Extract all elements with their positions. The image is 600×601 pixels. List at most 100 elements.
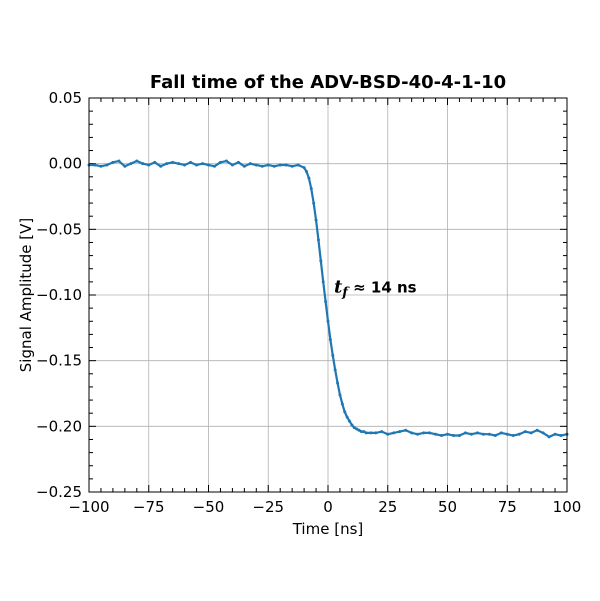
y-axis-label: Signal Amplitude [V] xyxy=(17,218,35,372)
data-point xyxy=(355,427,359,431)
data-point xyxy=(404,428,408,432)
data-point xyxy=(505,432,509,436)
data-point xyxy=(165,162,169,166)
data-point xyxy=(440,434,444,438)
data-point xyxy=(523,430,527,434)
data-point xyxy=(457,434,461,438)
data-point xyxy=(345,415,349,419)
data-point xyxy=(324,300,328,304)
x-tick-label: −100 xyxy=(68,498,109,516)
data-point xyxy=(302,166,306,170)
data-point xyxy=(278,163,282,167)
data-point xyxy=(493,434,497,438)
data-point xyxy=(304,170,308,174)
axis-tick-labels: −100 −75 −50 −25 0 25 50 75 100 0.05 0.00 −0.05 −0.1… xyxy=(36,89,581,516)
data-point xyxy=(529,431,533,435)
data-point xyxy=(290,164,294,168)
data-point xyxy=(189,160,193,164)
data-point xyxy=(398,430,402,434)
data-point xyxy=(434,432,438,436)
data-point xyxy=(463,431,467,435)
data-point xyxy=(105,163,109,167)
data-point xyxy=(416,432,420,436)
plot-series xyxy=(87,159,569,439)
data-point xyxy=(272,164,276,168)
y-tick-label: −0.20 xyxy=(36,417,82,435)
data-point xyxy=(195,163,199,167)
data-point xyxy=(248,162,252,166)
data-point xyxy=(481,432,485,436)
plot-frame xyxy=(88,97,568,493)
chart-title: Fall time of the ADV-BSD-40-4-1-10 xyxy=(150,72,506,93)
data-point xyxy=(117,159,121,163)
x-tick-label: −50 xyxy=(193,498,225,516)
x-tick-label: 0 xyxy=(323,498,333,516)
data-point xyxy=(326,319,330,323)
y-tick-label: −0.15 xyxy=(36,352,82,370)
data-point xyxy=(357,428,361,432)
y-tick-label: 0.05 xyxy=(49,89,82,107)
y-tick-label: 0.00 xyxy=(49,155,82,173)
data-point xyxy=(93,163,97,167)
data-point xyxy=(352,426,356,430)
data-point xyxy=(331,353,335,357)
data-point xyxy=(242,164,246,168)
data-point xyxy=(410,431,414,435)
data-point xyxy=(422,431,426,435)
x-axis-label: Time [ns] xyxy=(292,520,364,538)
data-point xyxy=(159,164,163,168)
y-tick-label: −0.10 xyxy=(36,286,82,304)
data-point xyxy=(364,431,368,435)
data-point xyxy=(553,432,557,436)
x-tick-label: 75 xyxy=(498,498,517,516)
data-point xyxy=(236,160,240,164)
data-point xyxy=(147,163,151,167)
data-point xyxy=(153,160,157,164)
data-point xyxy=(511,434,515,438)
data-point xyxy=(428,431,432,435)
data-point xyxy=(541,431,545,435)
data-point xyxy=(314,218,318,222)
x-tick-label: −25 xyxy=(252,498,284,516)
x-tick-label: 100 xyxy=(553,498,582,516)
annotation-subscript: f xyxy=(341,285,350,300)
data-point xyxy=(207,163,210,167)
data-point xyxy=(321,280,325,284)
data-point xyxy=(135,159,139,163)
data-point xyxy=(386,432,390,436)
data-point xyxy=(547,435,551,439)
data-point xyxy=(392,431,396,435)
data-point xyxy=(129,162,133,166)
data-point xyxy=(201,162,205,166)
x-tick-label: −75 xyxy=(133,498,165,516)
data-point xyxy=(350,423,354,427)
data-point xyxy=(348,419,352,423)
data-point xyxy=(340,402,344,406)
data-point xyxy=(469,432,473,436)
data-point xyxy=(260,164,264,168)
data-point xyxy=(499,431,503,435)
data-point xyxy=(183,163,187,167)
grid xyxy=(89,98,567,492)
data-point xyxy=(319,259,323,263)
data-point xyxy=(230,163,234,167)
data-point xyxy=(123,164,127,168)
data-point xyxy=(218,160,222,164)
data-point xyxy=(380,430,384,434)
annotation-variable: t xyxy=(334,276,343,297)
data-point xyxy=(266,163,270,167)
data-point xyxy=(343,410,347,414)
data-point xyxy=(284,163,288,167)
data-point xyxy=(99,164,103,168)
data-point xyxy=(328,338,332,342)
y-tick-label: −0.25 xyxy=(36,483,82,501)
data-point xyxy=(307,176,311,180)
x-tick-label: 25 xyxy=(378,498,397,516)
data-point xyxy=(362,430,366,434)
data-point xyxy=(517,432,521,436)
annotation-value: ≈ 14 ns xyxy=(348,278,417,296)
x-tick-label: 50 xyxy=(438,498,457,516)
data-point xyxy=(336,381,340,385)
data-point xyxy=(338,393,342,397)
